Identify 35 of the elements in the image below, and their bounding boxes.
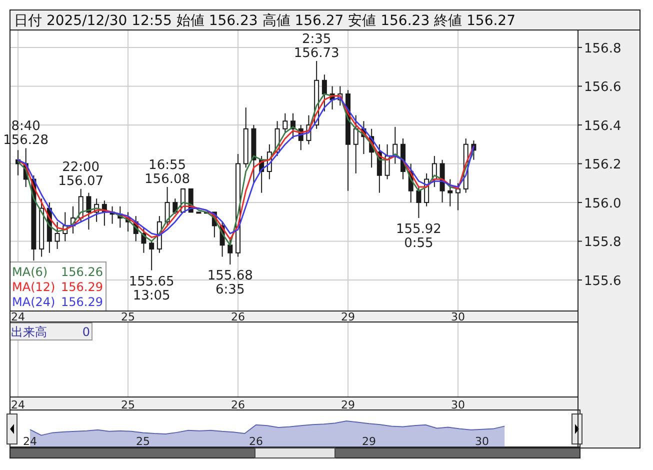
x-tick-label: 29 <box>362 435 376 448</box>
annotation: 155.68 6:35 <box>207 268 253 298</box>
y-tick-label: 156.6 <box>584 80 622 96</box>
chart-title: 日付 2025/12/30 12:55 始値 156.23 高値 156.27 安値 156.23 終値 156.27 <box>14 13 516 29</box>
x-tick-label: 25 <box>121 310 135 324</box>
x-tick-label: 24 <box>11 310 25 324</box>
x-tick-label: 29 <box>341 310 355 324</box>
text: 0 <box>82 325 90 339</box>
x-tick-label: 24 <box>23 435 37 448</box>
x-tick-label: 30 <box>451 310 465 324</box>
annotation: 155.92 0:55 <box>396 222 442 251</box>
annotation: 155.65 13:05 <box>128 274 174 304</box>
y-tick-label: 156.0 <box>584 196 622 212</box>
x-tick-label: 25 <box>136 435 150 448</box>
category-label: 26 <box>231 398 245 412</box>
category-label: 25 <box>121 398 135 412</box>
y-tick-label: 155.6 <box>584 274 622 289</box>
y-tick-label: 156.8 <box>584 41 622 56</box>
x-tick-label: 26 <box>231 310 245 324</box>
category-label: 29 <box>341 398 355 412</box>
annotation: 22:00 156.07 <box>58 160 104 189</box>
y-tick-label: 156.2 <box>584 158 622 173</box>
annotation: 156.29 <box>61 295 103 309</box>
text: 出来高 <box>11 325 47 339</box>
x-tick-label: 30 <box>475 435 489 448</box>
annotation: 156.26 <box>61 265 103 279</box>
category-label: 30 <box>451 398 465 412</box>
x-tick-label: 26 <box>249 435 263 448</box>
y-tick-label: 155.8 <box>584 235 622 250</box>
y-tick-label: 156.4 <box>584 118 622 134</box>
legend: MA(6) 156.26 MA(12) 156.29 MA(24) 156.29 <box>10 262 106 312</box>
annotation: 16:55 156.08 <box>144 158 190 187</box>
annotation: 2:35 156.73 <box>294 32 340 62</box>
annotation: 156.29 <box>61 280 103 294</box>
category-label: 24 <box>11 398 25 412</box>
